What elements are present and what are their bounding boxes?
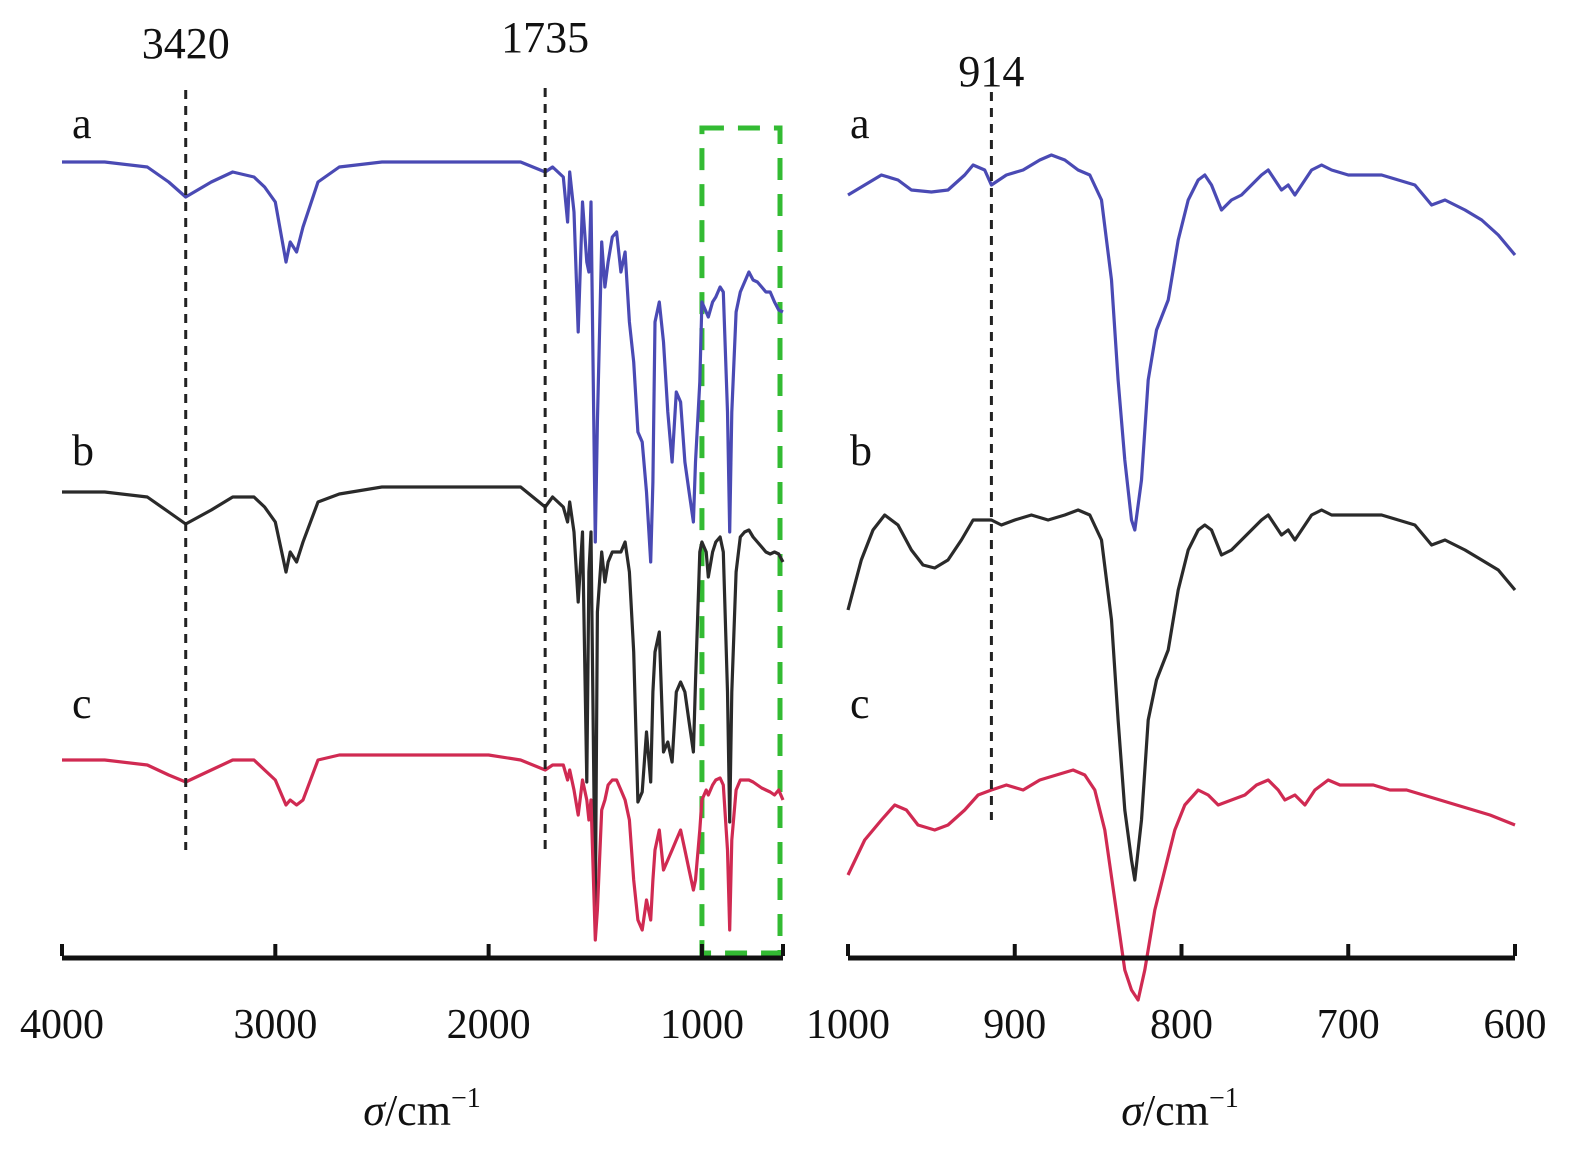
series-label-b: b bbox=[850, 426, 872, 475]
full-range-panel: a b c 3420 1735 4000 3000 2000 1000 σ/cm−1 bbox=[20, 13, 785, 1135]
zoom-panel: a b c 914 1000 900 800 700 600 σ/cm−1 bbox=[806, 47, 1547, 1135]
series-line-b bbox=[846, 508, 1517, 882]
x-tick-label-2000: 2000 bbox=[447, 1002, 531, 1048]
series-label-b: b bbox=[72, 426, 94, 475]
x-tick-label-1000: 1000 bbox=[660, 1002, 744, 1048]
highlight-box bbox=[699, 125, 783, 956]
series-line-c bbox=[846, 768, 1516, 1002]
x-axis-title: σ/cm−1 bbox=[363, 1083, 480, 1135]
series-label-a: a bbox=[850, 99, 870, 148]
marker-label-914: 914 bbox=[958, 47, 1024, 96]
series-line-b bbox=[62, 485, 785, 914]
x-tick-label-800: 800 bbox=[1150, 1002, 1213, 1048]
x-tick-label-600: 600 bbox=[1484, 1002, 1547, 1048]
x-tick-label-4000: 4000 bbox=[20, 1002, 104, 1048]
x-tick-label-3000: 3000 bbox=[233, 1002, 317, 1048]
marker-label-1735: 1735 bbox=[501, 13, 589, 62]
x-tick-label-700: 700 bbox=[1317, 1002, 1380, 1048]
series-line-a bbox=[847, 153, 1517, 532]
series-label-c: c bbox=[72, 679, 92, 728]
series-line-a bbox=[62, 160, 784, 564]
marker-label-3420: 3420 bbox=[142, 19, 230, 68]
x-tick-label-1000: 1000 bbox=[806, 1002, 890, 1048]
x-axis-title: σ/cm−1 bbox=[1121, 1083, 1238, 1135]
series-label-c: c bbox=[850, 679, 870, 728]
series-line-c bbox=[62, 753, 785, 942]
series-label-a: a bbox=[72, 99, 92, 148]
x-tick-label-900: 900 bbox=[983, 1002, 1046, 1048]
